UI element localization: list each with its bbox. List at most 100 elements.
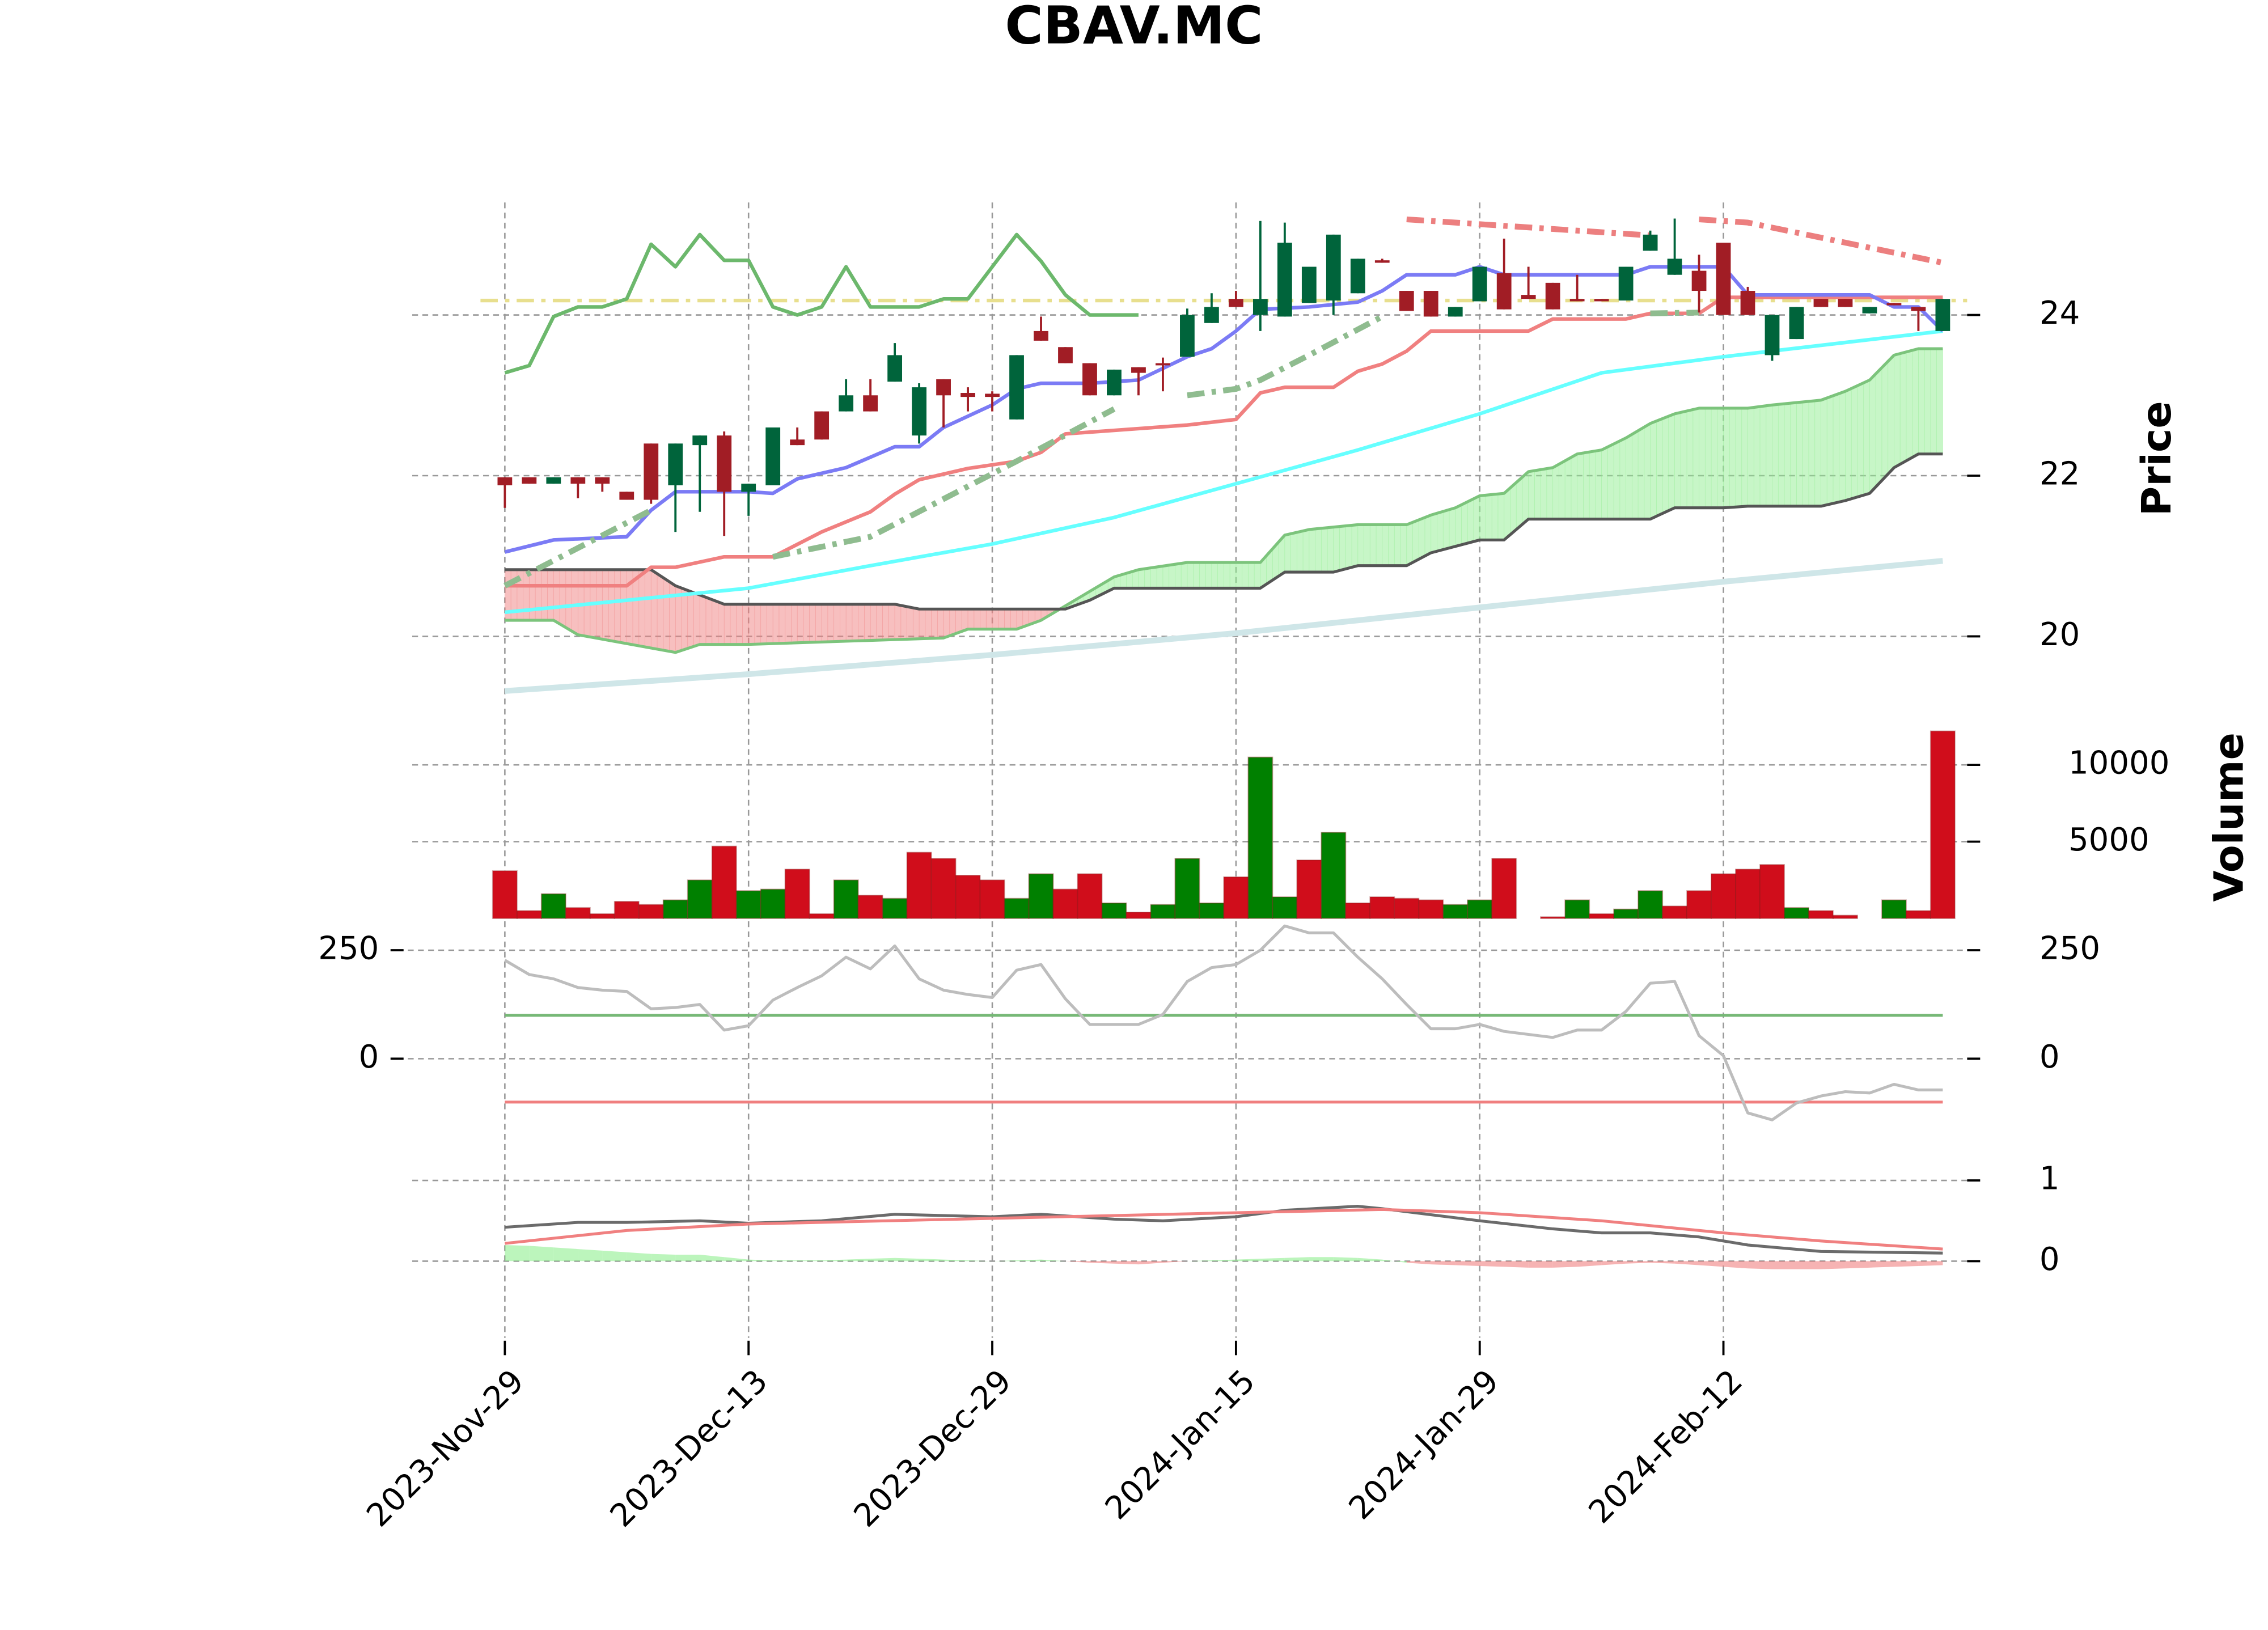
volume-bar [1759,864,1785,919]
histogram-area [1431,1261,1455,1265]
volume-bar [662,899,688,919]
volume-bar [906,852,932,919]
candle-body [1813,299,1829,307]
histogram-area [1601,1261,1626,1265]
histogram-area [1552,1261,1577,1268]
candle-body [765,427,781,486]
candle-body [1204,307,1219,323]
candle-body [1765,315,1780,355]
volume-bar [1662,905,1688,919]
volume-bar [1101,902,1127,919]
x-tick-label: 2024-Jan-29 [1342,1363,1506,1527]
volume-bar [492,870,518,919]
histogram-area [870,1258,895,1261]
candle-body [912,387,926,436]
candle-body [1886,303,1902,306]
indicator-line [505,1208,1943,1251]
volume-bar [930,858,957,919]
candle-body [1082,363,1097,396]
overlay-line [503,310,1699,589]
y-tick-label: 5000 [2068,822,2149,858]
candle-body [546,477,561,484]
histogram-area [1528,1261,1553,1268]
histogram-area [1626,1261,1651,1264]
candle-body [1350,259,1365,294]
y-tick-label: 22 [2039,456,2080,493]
histogram-area [1284,1257,1309,1261]
volume-bar [833,879,859,919]
candle-body [1131,367,1146,373]
overlay-line [505,295,1943,588]
histogram-area [1211,1259,1236,1261]
cloud-span-a [505,347,1943,654]
histogram-area [578,1249,603,1261]
histogram-area [992,1260,1017,1261]
y-tick-label: 0 [2039,1039,2060,1076]
histogram-area [1357,1258,1382,1261]
candle-body [1862,307,1877,314]
histogram-area [919,1259,944,1261]
histogram-area [1504,1261,1529,1268]
volume-bar [735,890,761,919]
histogram-area [1089,1261,1114,1264]
candle-body [936,379,951,396]
histogram-area [529,1246,554,1261]
candle-body [1594,299,1609,302]
histogram-area [1138,1261,1163,1265]
candle-body [1107,369,1122,396]
candle-body [1301,266,1317,303]
volume-bar [1467,899,1493,919]
histogram-area [846,1259,871,1261]
volume-bar [613,901,640,919]
volume-bar [1735,869,1761,919]
volume-bar [589,913,615,919]
histogram-area [1821,1261,1846,1269]
overlay-line [505,329,1943,615]
volume-bar [1345,902,1371,919]
candle-body [1545,282,1560,310]
histogram-area [1894,1261,1919,1267]
candle-body [1034,331,1048,341]
volume-bar [1589,913,1615,919]
histogram-area [1918,1261,1943,1266]
volume-bar [955,875,981,919]
candle-body [717,435,732,492]
histogram-area [1406,1261,1431,1265]
histogram-area [968,1260,993,1261]
candle-body [1423,291,1438,317]
volume-bar [1442,904,1469,919]
volume-bar [1783,907,1810,919]
candle-body [1643,234,1658,251]
candle-body [960,393,975,397]
histogram-area [1235,1259,1260,1261]
y-tick-label: 20 [2039,616,2080,653]
histogram-area [1114,1261,1139,1265]
histogram-area [627,1252,651,1261]
candle-body [1789,307,1804,340]
histogram-area [895,1258,920,1261]
volume-bar [784,869,810,919]
volume-bar [1223,876,1249,919]
candle-body [1740,291,1755,315]
histogram-area [700,1255,725,1261]
overlay-line [504,232,1139,375]
candle-body [1667,259,1682,275]
indicator-line [505,1205,1943,1255]
candle-body [790,439,805,446]
candle-body [1838,299,1853,307]
histogram-area [1065,1261,1090,1263]
candle-body [497,477,513,486]
candle-body [814,411,830,440]
y-axis-label: Volume [2206,733,2253,902]
candle-body [570,477,586,484]
histogram-area [1309,1257,1334,1261]
y-tick-label: 10000 [2068,745,2170,782]
candle-body [1618,266,1634,301]
candle-body [1277,243,1292,317]
volume-bar [1564,899,1590,919]
candle-body [1496,273,1512,310]
volume-bar [1321,832,1347,919]
candle-body [1374,260,1390,263]
histogram-area [1772,1261,1797,1269]
volume-bar [809,913,835,919]
